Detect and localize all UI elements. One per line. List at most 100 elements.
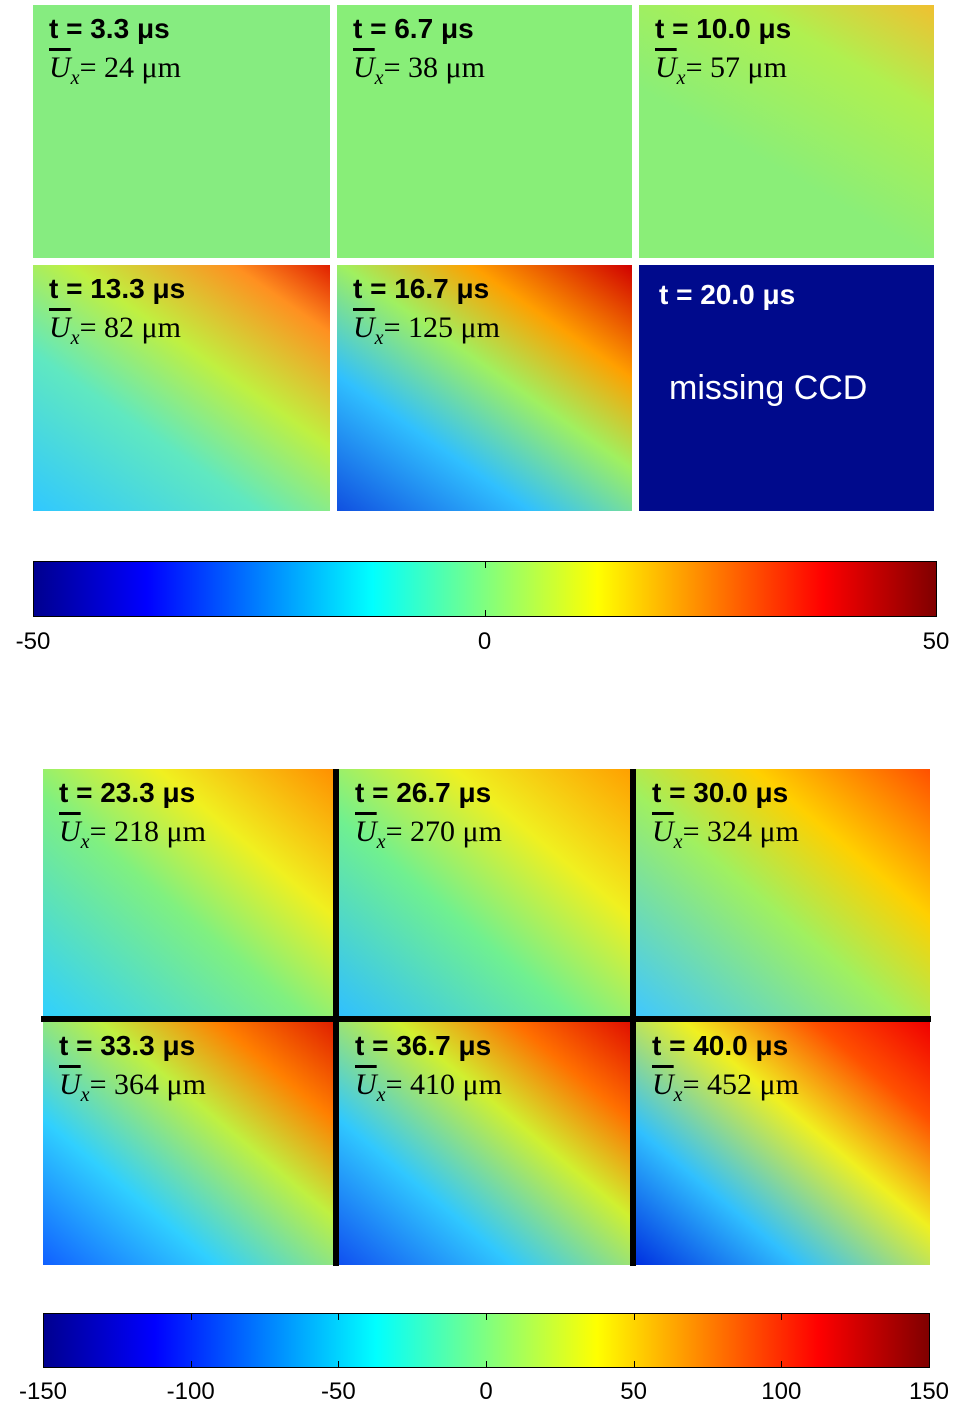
tick-label: 50 (620, 1378, 648, 1405)
mean-displacement: Ux= 24 μm (49, 51, 181, 90)
mean-displacement: Ux= 57 μm (655, 51, 787, 90)
heatmap-panel: t = 26.7 μs Ux= 270 μm (339, 769, 630, 1016)
symbol: U (59, 815, 81, 848)
heatmap-panel: t = 33.3 μs Ux= 364 μm (43, 1022, 333, 1265)
subscript: x (80, 1084, 90, 1106)
time-label: t = 40.0 μs (652, 1030, 789, 1061)
value-text: = 410 μm (385, 1068, 502, 1101)
heatmap-panel: t = 40.0 μs Ux= 452 μm (636, 1022, 930, 1265)
tick-mark (633, 1313, 635, 1320)
subscript: x (673, 1084, 683, 1106)
tick-label: -100 (166, 1378, 215, 1405)
subscript: x (673, 831, 683, 853)
heatmap-panel: t = 16.7 μs Ux= 125 μm (337, 265, 632, 511)
subscript: x (376, 831, 386, 853)
heatmap-panel: t = 6.7 μs Ux= 38 μm (337, 5, 632, 258)
symbol: U (355, 1068, 377, 1101)
mean-displacement: Ux= 364 μm (59, 1068, 206, 1107)
mean-displacement: Ux= 82 μm (49, 311, 181, 350)
symbol: U (59, 1068, 81, 1101)
mean-displacement: Ux= 218 μm (59, 815, 206, 854)
colorbar (43, 1313, 930, 1368)
heatmap-panel: t = 10.0 μs Ux= 57 μm (639, 5, 934, 258)
tick-mark (633, 1361, 635, 1368)
time-label: t = 16.7 μs (353, 273, 490, 304)
tick-mark (484, 610, 486, 617)
tick-mark (190, 1313, 192, 1320)
mean-displacement: Ux= 410 μm (355, 1068, 502, 1107)
mean-displacement: Ux= 324 μm (652, 815, 799, 854)
value-text: = 24 μm (79, 51, 181, 84)
heatmap-panel: t = 23.3 μs Ux= 218 μm (43, 769, 333, 1016)
time-label: t = 13.3 μs (49, 273, 186, 304)
subscript: x (676, 67, 686, 89)
symbol: U (355, 815, 377, 848)
value-text: = 125 μm (383, 311, 500, 344)
tick-mark (929, 1361, 930, 1368)
tick-label: -150 (18, 1378, 68, 1405)
missing-note: missing CCD (669, 369, 868, 407)
tick-label: 50 (922, 628, 950, 655)
symbol: U (49, 311, 71, 344)
tick-mark (936, 561, 937, 568)
time-label: t = 20.0 μs (659, 279, 796, 310)
tick-mark (338, 1313, 340, 1320)
value-text: = 38 μm (383, 51, 485, 84)
time-label: t = 26.7 μs (355, 777, 492, 808)
heatmap-panel: t = 30.0 μs Ux= 324 μm (636, 769, 930, 1016)
tick-mark (33, 561, 34, 568)
heatmap-panel: t = 20.0 μs missing CCD (639, 265, 934, 511)
subscript: x (374, 327, 384, 349)
symbol: U (652, 1068, 674, 1101)
time-label: t = 6.7 μs (353, 13, 474, 44)
tick-mark (33, 610, 34, 617)
time-label: t = 23.3 μs (59, 777, 196, 808)
tick-mark (781, 1313, 783, 1320)
time-label: t = 10.0 μs (655, 13, 792, 44)
tick-mark (43, 1313, 44, 1320)
tick-label: 150 (908, 1378, 950, 1405)
heatmap-panel: t = 3.3 μs Ux= 24 μm (33, 5, 330, 258)
subscript: x (374, 67, 384, 89)
symbol: U (353, 311, 375, 344)
value-text: = 57 μm (685, 51, 787, 84)
mean-displacement: Ux= 38 μm (353, 51, 485, 90)
tick-mark (486, 1361, 487, 1368)
time-label: t = 3.3 μs (49, 13, 170, 44)
time-label: t = 33.3 μs (59, 1030, 196, 1061)
heatmap-panel: t = 13.3 μs Ux= 82 μm (33, 265, 330, 511)
separator (41, 1016, 931, 1022)
tick-label: 100 (761, 1378, 802, 1405)
tick-mark (929, 1313, 930, 1320)
subscript: x (376, 1084, 386, 1106)
tick-label: -50 (320, 1378, 356, 1405)
mean-displacement: Ux= 125 μm (353, 311, 500, 350)
value-text: = 452 μm (682, 1068, 799, 1101)
tick-mark (486, 1313, 487, 1320)
tick-mark (190, 1361, 192, 1368)
subscript: x (70, 67, 80, 89)
value-text: = 364 μm (89, 1068, 206, 1101)
heatmap-panel: t = 36.7 μs Ux= 410 μm (339, 1022, 630, 1265)
colorbar (33, 561, 937, 617)
tick-mark (781, 1361, 783, 1368)
tick-mark (936, 610, 937, 617)
tick-label: 0 (479, 1378, 493, 1405)
tick-label: 0 (477, 628, 492, 655)
mean-displacement: Ux= 452 μm (652, 1068, 799, 1107)
tick-mark (43, 1361, 44, 1368)
symbol: U (652, 815, 674, 848)
symbol: U (353, 51, 375, 84)
subscript: x (80, 831, 90, 853)
symbol: U (655, 51, 677, 84)
value-text: = 82 μm (79, 311, 181, 344)
time-label: t = 36.7 μs (355, 1030, 492, 1061)
tick-mark (338, 1361, 340, 1368)
symbol: U (49, 51, 71, 84)
tick-mark (484, 561, 486, 568)
value-text: = 218 μm (89, 815, 206, 848)
subscript: x (70, 327, 80, 349)
mean-displacement: Ux= 270 μm (355, 815, 502, 854)
tick-label: -50 (15, 628, 51, 655)
